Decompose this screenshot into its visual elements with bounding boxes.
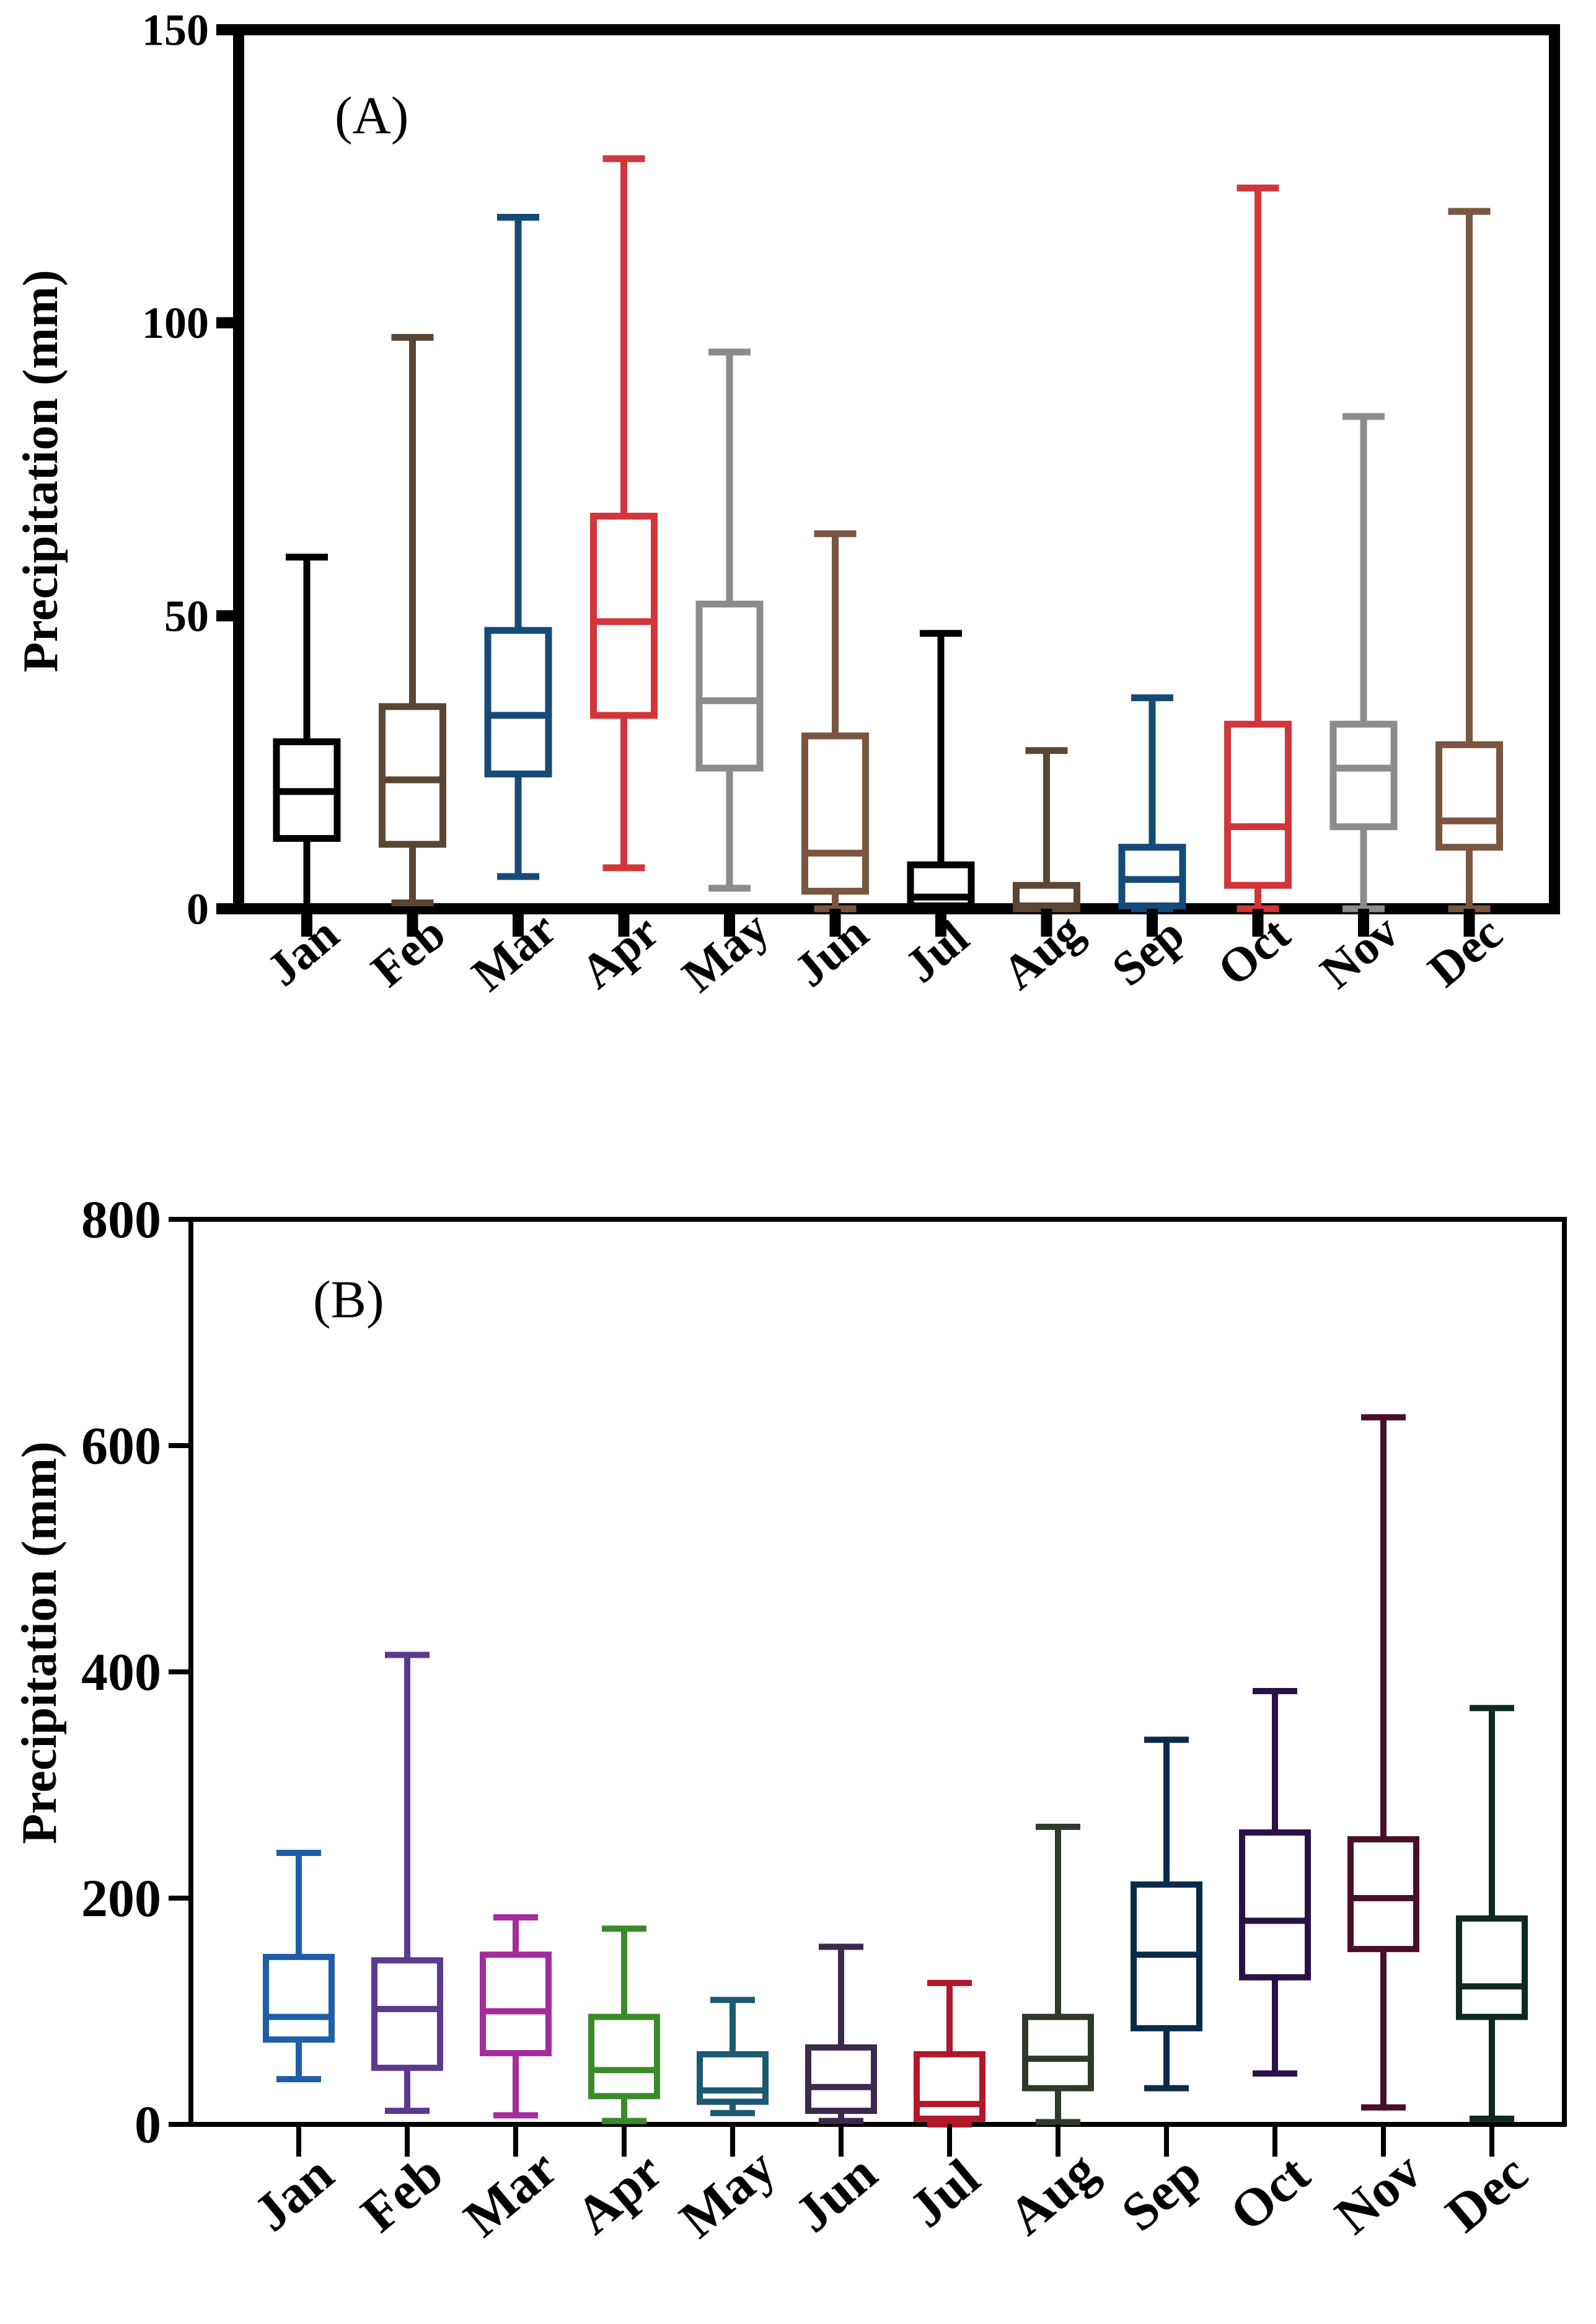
iqr-box <box>1239 1829 1311 1981</box>
box-sep <box>1131 1736 1202 2092</box>
x-tick-label: Dec <box>1417 906 1512 997</box>
y-tick-label: 150 <box>142 5 209 55</box>
box-feb <box>379 334 446 907</box>
iqr-box <box>1456 1915 1528 2020</box>
x-tick-label: Apr <box>565 2141 673 2245</box>
box-oct <box>1224 184 1292 912</box>
x-tick-label: Jul <box>898 2147 991 2238</box>
box-jan <box>273 554 341 912</box>
plot-frame <box>233 24 1560 914</box>
iqr-box <box>695 600 764 772</box>
iqr-box <box>379 703 446 848</box>
x-tick-label: Sep <box>1110 2144 1212 2243</box>
box-jun <box>805 1943 877 2124</box>
y-tick-label: 100 <box>142 298 209 348</box>
x-tick-label: Jul <box>894 910 979 993</box>
iqr-box <box>697 2051 769 2105</box>
x-tick-label: Dec <box>1434 2143 1538 2244</box>
iqr-box <box>1329 720 1398 831</box>
box-nov <box>1347 1414 1419 2111</box>
x-tick-label: Nov <box>1310 904 1409 999</box>
x-tick-label: Jun <box>783 906 878 997</box>
iqr-box <box>1022 2013 1094 2092</box>
panel-b-chart: 0 200 400 600 800 Precipitation (mm) (B) Jan Feb… <box>12 1190 1567 2249</box>
box-jul <box>907 630 975 912</box>
x-tick-label: Feb <box>361 906 455 997</box>
box-jul <box>914 1979 985 2127</box>
iqr-box <box>805 2044 877 2114</box>
iqr-box <box>263 1953 335 2043</box>
x-tick-label: Aug <box>997 2140 1108 2247</box>
iqr-box <box>371 1957 443 2071</box>
box-sep <box>1118 694 1186 912</box>
box-jan <box>263 1850 335 2082</box>
iqr-box <box>801 732 869 895</box>
y-tick-label: 400 <box>81 1642 161 1702</box>
box-aug <box>1013 747 1080 912</box>
y-tick-label: 0 <box>134 2095 161 2154</box>
box-mar <box>484 214 552 880</box>
box-mar <box>480 1914 552 2119</box>
x-tick-label: Mar <box>452 2138 568 2248</box>
iqr-box <box>590 513 658 719</box>
box-dec <box>1435 208 1503 912</box>
x-tick-label: May <box>672 901 778 1002</box>
iqr-box <box>1347 1836 1419 1953</box>
x-tick-label: Apr <box>570 904 669 999</box>
y-tick-label: 800 <box>81 1190 161 1249</box>
x-tick-label: Aug <box>992 903 1092 1000</box>
y-tick-label: 200 <box>81 1868 161 1928</box>
iqr-box <box>588 2013 660 2100</box>
y-tick-label: 50 <box>164 591 209 641</box>
box-may <box>697 1997 769 2116</box>
y-tick-label: 0 <box>187 884 209 934</box>
box-jun <box>801 530 869 912</box>
y-axis-title: Precipitation (mm) <box>14 270 68 672</box>
x-tick-label: Jan <box>242 2144 344 2243</box>
box-apr <box>590 155 658 872</box>
panel-label: (A) <box>335 86 408 145</box>
iqr-box <box>914 2051 985 2122</box>
iqr-box <box>484 627 552 778</box>
x-tick-label: Jun <box>783 2142 888 2243</box>
box-aug <box>1022 1824 1094 2126</box>
x-tick-label: Mar <box>462 901 567 1001</box>
y-axis-title: Precipitation (mm) <box>12 1441 67 1844</box>
box-may <box>695 348 764 892</box>
panel-label: (B) <box>313 1270 384 1329</box>
x-tick-label: Oct <box>1219 2144 1320 2243</box>
box-nov <box>1329 413 1398 912</box>
box-feb <box>371 1651 443 2114</box>
iqr-box <box>1435 741 1503 851</box>
iqr-box <box>480 1951 552 2057</box>
box-oct <box>1239 1688 1311 2077</box>
x-tick-label: Sep <box>1102 906 1194 996</box>
y-tick-label: 600 <box>81 1416 161 1475</box>
x-tick-label: Feb <box>350 2142 454 2243</box>
x-tick-label: Jan <box>257 906 349 996</box>
x-tick-label: Oct <box>1207 906 1300 996</box>
iqr-box <box>1224 720 1292 889</box>
x-tick-label: May <box>668 2137 786 2249</box>
box-dec <box>1456 1705 1528 2122</box>
x-tick-label: Nov <box>1324 2141 1432 2245</box>
box-apr <box>588 1925 660 2124</box>
